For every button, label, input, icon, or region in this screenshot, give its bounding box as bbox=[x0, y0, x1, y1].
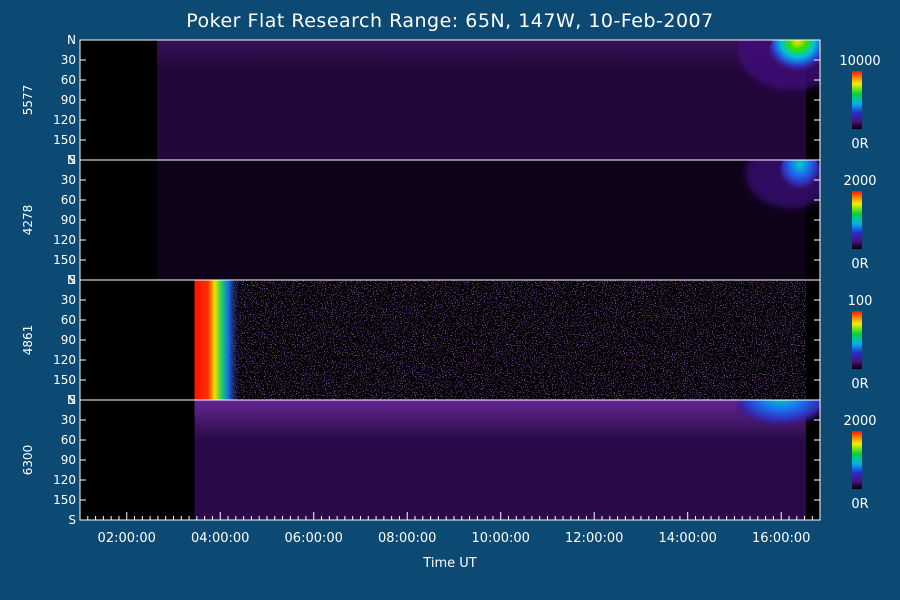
y-tick-label: 90 bbox=[61, 453, 76, 467]
y-tick-label: 120 bbox=[53, 113, 76, 127]
aurora-6300 bbox=[736, 400, 820, 433]
y-tick-label: S bbox=[68, 513, 76, 527]
panel-label: 4278 bbox=[21, 205, 35, 236]
colorbar-min-label: 0R bbox=[851, 137, 868, 152]
y-tick-label: 90 bbox=[61, 93, 76, 107]
y-tick-label: N bbox=[67, 33, 76, 47]
y-tick-label: 150 bbox=[53, 253, 76, 267]
x-tick-label: 04:00:00 bbox=[191, 531, 249, 546]
y-tick-label: 120 bbox=[53, 353, 76, 367]
y-tick-label: 90 bbox=[61, 333, 76, 347]
x-tick-label: 10:00:00 bbox=[472, 531, 530, 546]
y-tick-label: 60 bbox=[61, 73, 76, 87]
colorbar-max-label: 100 bbox=[848, 294, 873, 309]
colorbar-4861: 100 0R bbox=[848, 294, 873, 392]
y-tick-label: 90 bbox=[61, 213, 76, 227]
aurora-5577 bbox=[769, 40, 820, 78]
y-tick-label: 30 bbox=[61, 173, 76, 187]
y-tick-label: 120 bbox=[53, 233, 76, 247]
aurora-4278 bbox=[779, 160, 820, 196]
colorbar-max-label: 2000 bbox=[843, 174, 876, 189]
panel-label: 6300 bbox=[21, 445, 35, 476]
x-tick-label: 02:00:00 bbox=[98, 531, 156, 546]
y-tick-label: 60 bbox=[61, 193, 76, 207]
panel-6300: N 30 60 90 120 150 S 6300 2000 0R bbox=[21, 393, 877, 527]
y-tick-label: N bbox=[67, 153, 76, 167]
y-tick-label: 30 bbox=[61, 413, 76, 427]
y-tick-label: 60 bbox=[61, 313, 76, 327]
chart-title: Poker Flat Research Range: 65N, 147W, 10… bbox=[186, 10, 714, 32]
colorbar-max-label: 10000 bbox=[839, 54, 880, 69]
colorbar-max-label: 2000 bbox=[843, 414, 876, 429]
y-tick-label: 60 bbox=[61, 433, 76, 447]
y-tick-label: S bbox=[68, 273, 76, 287]
panel-5577: N 30 60 90 120 150 S 5577 10000 0R bbox=[21, 33, 881, 167]
x-tick-label: 12:00:00 bbox=[565, 531, 623, 546]
panel-label: 4861 bbox=[21, 325, 35, 356]
y-tick-label: 150 bbox=[53, 373, 76, 387]
x-tick-label: 06:00:00 bbox=[285, 531, 343, 546]
y-tick-label: 30 bbox=[61, 293, 76, 307]
panel-label: 5577 bbox=[21, 85, 35, 116]
colorbar-gradient bbox=[852, 311, 862, 369]
colorbar-gradient bbox=[852, 431, 862, 489]
y-tick-label: 120 bbox=[53, 473, 76, 487]
colorbar-gradient bbox=[852, 191, 862, 249]
y-tick-label: N bbox=[67, 273, 76, 287]
colorbar-min-label: 0R bbox=[851, 257, 868, 272]
y-tick-label: 150 bbox=[53, 133, 76, 147]
y-tick-label: S bbox=[68, 393, 76, 407]
colorbar-min-label: 0R bbox=[851, 497, 868, 512]
colorbar-5577: 10000 0R bbox=[839, 54, 880, 152]
speckle-noise bbox=[194, 280, 807, 400]
panel-4861: N 30 60 90 120 150 S 4861 100 0R bbox=[21, 273, 872, 407]
y-tick-label: N bbox=[67, 393, 76, 407]
proton-band-4861 bbox=[194, 280, 240, 400]
x-tick-label: 14:00:00 bbox=[659, 531, 717, 546]
colorbar-6300: 2000 0R bbox=[843, 414, 876, 512]
data-region bbox=[157, 160, 807, 280]
x-axis-label: Time UT bbox=[423, 556, 477, 571]
colorbar-4278: 2000 0R bbox=[843, 174, 876, 272]
y-tick-label: 150 bbox=[53, 493, 76, 507]
y-tick-label: 30 bbox=[61, 53, 76, 67]
north-glow bbox=[194, 400, 807, 440]
panel-4278: N 30 60 90 120 150 S 4278 2000 0R bbox=[21, 153, 877, 287]
x-tick-label: 08:00:00 bbox=[378, 531, 436, 546]
colorbar-gradient bbox=[852, 71, 862, 129]
colorbar-min-label: 0R bbox=[851, 377, 868, 392]
y-tick-label: S bbox=[68, 153, 76, 167]
x-tick-label: 16:00:00 bbox=[752, 531, 810, 546]
north-glow bbox=[157, 40, 807, 70]
